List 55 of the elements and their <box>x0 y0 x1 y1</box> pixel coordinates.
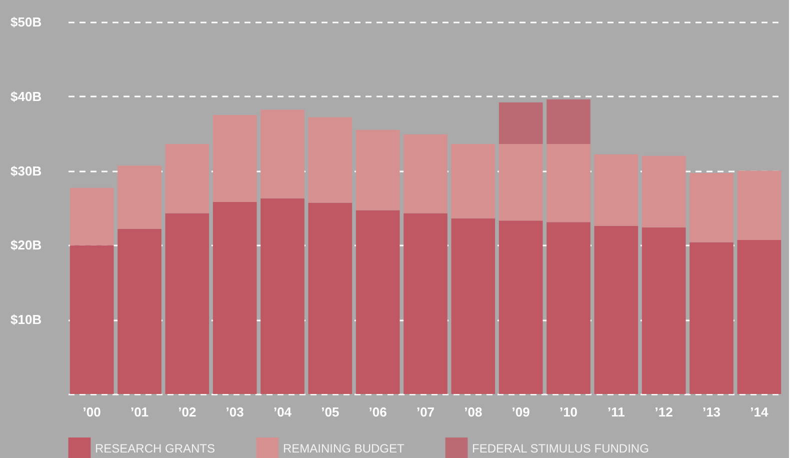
bar <box>642 227 686 394</box>
bar <box>404 213 448 394</box>
bar <box>260 110 304 198</box>
x-tick-label: ’12 <box>654 404 673 420</box>
legend-label: RESEARCH GRANTS <box>95 442 216 456</box>
bar <box>498 220 543 394</box>
x-tick-label: ’06 <box>368 404 387 420</box>
x-tick-label: ’07 <box>416 404 435 420</box>
x-tick-label: ’02 <box>178 404 196 420</box>
bar <box>642 156 686 228</box>
x-tick-label: ’13 <box>702 404 721 420</box>
x-tick-label: ’10 <box>559 404 578 420</box>
x-tick-label: ’14 <box>750 404 769 420</box>
bar <box>594 154 638 226</box>
bar <box>451 144 496 218</box>
x-tick-label: ’09 <box>512 404 530 420</box>
bar <box>356 210 400 394</box>
bar <box>165 213 210 394</box>
bar <box>546 222 590 394</box>
legend-label: REMAINING BUDGET <box>283 442 406 456</box>
x-tick-label: ’08 <box>464 404 482 420</box>
bar <box>546 99 590 144</box>
bar <box>594 226 638 394</box>
bar <box>308 202 352 394</box>
x-tick-label: ’05 <box>321 404 340 420</box>
bar <box>498 144 543 221</box>
y-tick-label: $40B <box>10 88 42 104</box>
bar <box>451 218 496 394</box>
y-tick-label: $20B <box>10 238 42 253</box>
x-tick-label: ’01 <box>130 404 149 420</box>
x-tick-label: ’04 <box>273 404 292 420</box>
y-tick-label: $50B <box>10 14 42 30</box>
bar <box>70 188 114 246</box>
bar <box>498 102 543 144</box>
x-tick-label: ’00 <box>82 404 101 420</box>
bar <box>165 144 210 214</box>
bar <box>70 245 114 394</box>
bar <box>212 115 257 202</box>
x-tick-label: ’03 <box>226 404 244 420</box>
bar <box>404 134 448 214</box>
bar <box>308 117 352 203</box>
y-tick-label: $10B <box>10 312 42 328</box>
y-tick-label: $30B <box>10 163 42 178</box>
bar <box>212 202 257 394</box>
x-tick-label: ’11 <box>607 404 625 420</box>
bar <box>690 242 734 394</box>
bar <box>260 198 304 394</box>
bar <box>546 144 590 222</box>
bar <box>737 170 782 240</box>
bar <box>118 228 162 394</box>
bar <box>690 173 734 242</box>
bar <box>737 240 782 394</box>
bar <box>118 166 162 229</box>
legend-label: FEDERAL STIMULUS FUNDING <box>472 442 649 456</box>
bar <box>356 130 400 210</box>
